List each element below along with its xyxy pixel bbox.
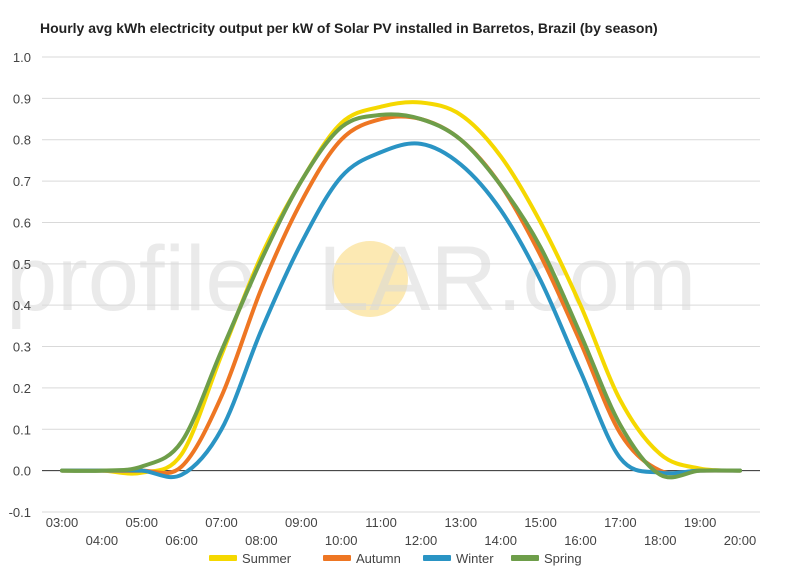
- x-tick-label: 03:00: [46, 515, 79, 530]
- y-tick-label: 0.7: [13, 174, 31, 189]
- legend-label-autumn: Autumn: [356, 551, 401, 566]
- series-line-winter: [60, 141, 742, 480]
- y-tick-label: -0.1: [9, 505, 31, 520]
- x-tick-label: 18:00: [644, 533, 677, 548]
- x-tick-label: 15:00: [524, 515, 557, 530]
- series-line-spring: [60, 112, 742, 480]
- chart-title: Hourly avg kWh electricity output per kW…: [40, 20, 658, 36]
- legend-label-spring: Spring: [544, 551, 582, 566]
- y-tick-label: 0.6: [13, 215, 31, 230]
- y-tick-label: 0.1: [13, 422, 31, 437]
- legend-swatch-spring: [511, 555, 539, 561]
- y-tick-label: 0.3: [13, 340, 31, 355]
- watermark-brand-left: profile: [6, 228, 257, 330]
- x-tick-label: 14:00: [484, 533, 517, 548]
- y-tick-label: 0.8: [13, 133, 31, 148]
- legend: Summer Autumn Winter Spring: [209, 551, 582, 566]
- watermark-text: profileSLAR.com: [6, 228, 696, 330]
- y-tick-label: 0.5: [13, 257, 31, 272]
- x-tick-label: 12:00: [405, 533, 438, 548]
- x-tick-label: 17:00: [604, 515, 637, 530]
- legend-label-summer: Summer: [242, 551, 292, 566]
- y-tick-label: 0.4: [13, 298, 31, 313]
- x-tick-label: 16:00: [564, 533, 597, 548]
- x-tick-label: 11:00: [365, 515, 397, 530]
- series-lines: [60, 100, 742, 480]
- x-tick-label: 13:00: [445, 515, 478, 530]
- y-tick-label: 1.0: [13, 50, 31, 65]
- watermark-brand-right: LAR.com: [318, 228, 696, 330]
- x-tick-label: 08:00: [245, 533, 278, 548]
- x-axis-ticks: 03:00 04:00 05:00 06:00 07:00 08:00 09:00 10:00…: [46, 515, 757, 548]
- x-tick-label: 06:00: [165, 533, 198, 548]
- y-tick-label: 0.9: [13, 91, 31, 106]
- x-tick-label: 09:00: [285, 515, 318, 530]
- y-tick-label: 0.0: [13, 464, 31, 479]
- watermark: profileSLAR.com: [6, 228, 696, 330]
- legend-swatch-autumn: [323, 555, 351, 561]
- legend-label-winter: Winter: [456, 551, 494, 566]
- legend-swatch-summer: [209, 555, 237, 561]
- series-line-autumn: [60, 114, 742, 476]
- y-tick-label: 0.2: [13, 381, 31, 396]
- x-tick-label: 19:00: [684, 515, 717, 530]
- watermark-sun-icon: [332, 241, 408, 317]
- legend-swatch-winter: [423, 555, 451, 561]
- series-line-summer: [60, 100, 742, 476]
- x-tick-label: 04:00: [86, 533, 119, 548]
- y-axis-ticks: -0.1 0.0 0.1 0.2 0.3 0.4 0.5 0.6 0.7 0.8 0.9 1.0: [9, 50, 31, 520]
- x-tick-label: 10:00: [325, 533, 358, 548]
- x-tick-label: 05:00: [125, 515, 158, 530]
- x-tick-label: 20:00: [724, 533, 757, 548]
- x-tick-label: 07:00: [205, 515, 238, 530]
